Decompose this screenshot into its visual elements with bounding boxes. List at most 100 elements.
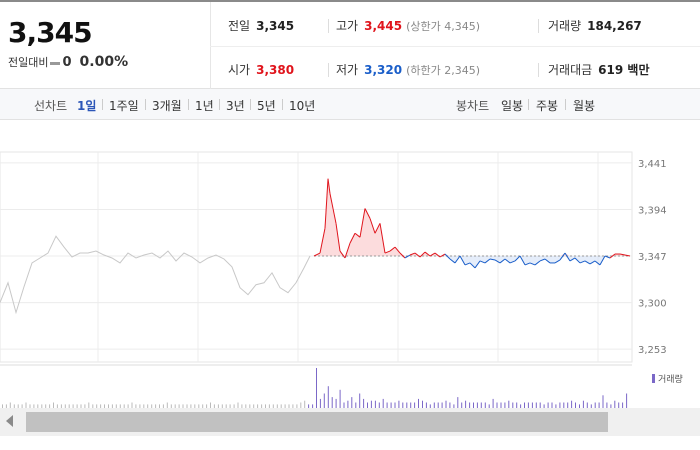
volume-bar: [508, 400, 510, 408]
volume-bar: [37, 404, 39, 408]
summary-panel: 3,345 전일대비 0 0.00% 전일 3,345 고가 3,445 (상한가 4,3…: [0, 0, 700, 89]
volume-bars: [2, 368, 628, 408]
volume-bar: [257, 404, 259, 408]
scroll-left-icon[interactable]: [6, 415, 13, 427]
volume-bar: [245, 404, 247, 408]
volume-bar: [53, 402, 54, 408]
volume-bar: [398, 400, 400, 408]
volume-bar: [308, 404, 310, 408]
volume-bar: [323, 393, 325, 408]
volume-bar: [280, 404, 282, 408]
price-segment: [444, 253, 451, 260]
price-segment: [394, 246, 401, 254]
volume-bar: [155, 404, 157, 408]
volume-bar: [524, 402, 525, 408]
volume-bar: [598, 402, 600, 408]
y-axis: 3,441 3,394 3,347 3,300 3,253: [638, 159, 667, 356]
volume-bar: [414, 402, 416, 408]
price-segment: [489, 258, 496, 261]
price-segment: [579, 260, 586, 264]
period-1d[interactable]: 1일: [77, 99, 97, 113]
volume-bar: [586, 402, 588, 408]
candle-daily[interactable]: 일봉: [501, 99, 524, 113]
scrollbar-thumb[interactable]: [26, 412, 608, 432]
divider: [565, 99, 566, 110]
price-segment: [354, 232, 361, 238]
lower-limit: (하한가 2,345): [406, 64, 480, 77]
price-segment: [344, 242, 351, 259]
volume-bar: [162, 404, 164, 408]
price-segment: [339, 250, 346, 259]
volume-bar: [170, 404, 172, 408]
stat-low: 저가 3,320 (하한가 2,345): [336, 61, 480, 78]
divider: [250, 99, 251, 110]
period-1y[interactable]: 1년: [195, 99, 214, 113]
current-price: 3,345: [8, 16, 93, 49]
volume-bar: [575, 402, 576, 408]
volume-bar: [111, 404, 113, 408]
volume-bar: [469, 402, 471, 408]
volume-bar: [213, 404, 215, 408]
volume-bar: [265, 404, 266, 408]
price-chart[interactable]: 3,441 3,394 3,347 3,300 3,253 거래량: [0, 120, 700, 410]
row-divider: [210, 46, 700, 47]
price-segment: [399, 252, 406, 259]
period-3m[interactable]: 3개월: [152, 99, 182, 113]
y-tick-label: 3,300: [638, 299, 667, 310]
volume-bar: [5, 404, 7, 408]
volume-bar: [520, 404, 522, 408]
volume-bar: [429, 404, 431, 408]
price-segment: [319, 228, 326, 254]
volume-bar: [437, 402, 439, 408]
price-segment: [379, 223, 386, 254]
price-segment: [594, 260, 601, 266]
volume-bar: [567, 402, 569, 408]
volume-bar: [206, 404, 208, 408]
price-segment: [364, 208, 371, 219]
volume-bar: [327, 386, 329, 408]
volume-bar: [272, 404, 274, 408]
volume-bar: [178, 404, 180, 408]
y-tick-label: 3,347: [638, 252, 667, 263]
period-10y[interactable]: 10년: [289, 99, 316, 113]
period-3y[interactable]: 3년: [226, 99, 245, 113]
price-segment: [529, 262, 536, 266]
volume-bar: [559, 402, 561, 408]
price-segment: [559, 252, 566, 261]
volume-bar: [504, 402, 506, 408]
volume-bar: [190, 404, 192, 408]
volume-bar: [410, 402, 412, 408]
candle-monthly[interactable]: 월봉: [573, 99, 596, 113]
volume-bar: [25, 402, 27, 408]
volume-bar: [512, 402, 514, 408]
volume-bar: [555, 404, 557, 408]
volume-bar: [21, 404, 23, 408]
volume-bar: [614, 400, 616, 408]
volume-bar: [202, 404, 204, 408]
volume-bar: [268, 404, 270, 408]
stat-label: 거래대금: [548, 63, 593, 77]
volume-bar: [217, 404, 219, 408]
divider: [282, 99, 283, 110]
volume-bar: [402, 402, 404, 408]
volume-bar: [135, 404, 137, 408]
candle-weekly[interactable]: 주봉: [536, 99, 559, 113]
period-5y[interactable]: 5년: [257, 99, 276, 113]
volume-bar: [186, 404, 188, 408]
volume-bar: [316, 368, 317, 408]
price-segment: [329, 193, 334, 209]
period-1w[interactable]: 1주일: [109, 99, 139, 113]
price-segment: [509, 260, 516, 264]
price-segment: [474, 260, 481, 269]
volume-bar: [92, 404, 94, 408]
price-segment: [439, 253, 446, 258]
volume-legend-swatch: [652, 374, 655, 383]
chart-scrollbar[interactable]: [0, 408, 700, 436]
y-tick-label: 3,394: [638, 205, 667, 216]
stat-prev-close: 전일 3,345: [228, 17, 294, 34]
volume-bar: [551, 402, 553, 408]
volume-bar: [233, 404, 235, 408]
volume-bar: [378, 402, 380, 408]
volume-bar: [394, 402, 396, 408]
volume-bar: [33, 404, 35, 408]
